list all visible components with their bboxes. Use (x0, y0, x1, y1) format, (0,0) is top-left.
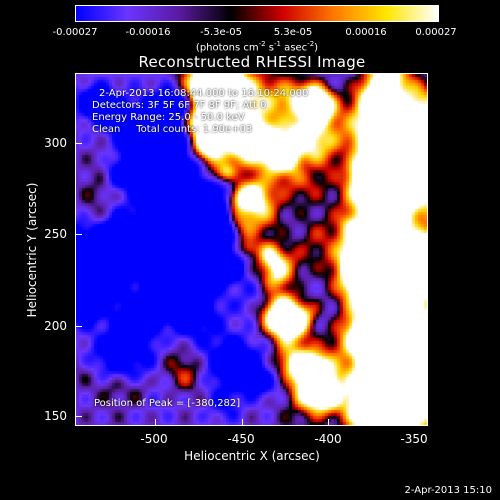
colorbar-tick: 0.00027 (415, 27, 457, 38)
y-axis-label: Heliocentric Y (arcsec) (25, 182, 39, 318)
colorbar-units: (photons cm-2 s-1 asec-2) (195, 40, 319, 54)
y-tick-label: 200 (44, 319, 67, 333)
colorbar-tick: -0.00027 (52, 27, 98, 38)
y-tick-mark (76, 234, 82, 235)
info-detectors: Detectors: 3F 5F 6F 7F 8F 9F; Att 0 (92, 100, 267, 111)
y-tick-mark (76, 326, 82, 327)
y-tick-label: 300 (44, 136, 67, 150)
x-tick-label: -400 (314, 432, 342, 446)
image-plot: 2-Apr-2013 16:08:44.000 to 16:10:24.000 … (75, 73, 428, 426)
x-tick-label: -500 (140, 432, 168, 446)
info-time-range: 2-Apr-2013 16:08:44.000 to 16:10:24.000 (99, 88, 309, 99)
x-tick-label: -350 (400, 432, 428, 446)
x-tick-mark (242, 419, 243, 425)
x-tick-mark (328, 419, 329, 425)
y-tick-mark (76, 416, 82, 417)
colorbar-tick: 5.3e-05 (273, 27, 313, 38)
info-energy-range: Energy Range: 25.0 - 50.0 keV (92, 112, 245, 123)
x-axis-label: Heliocentric X (arcsec) (184, 449, 320, 463)
colorbar-tick: -5.3e-05 (200, 27, 242, 38)
plot-timestamp: 2-Apr-2013 15:10 (404, 485, 492, 496)
info-peak-position: Position of Peak = [-380,282] (94, 398, 241, 409)
y-tick-label: 250 (44, 227, 67, 241)
y-tick-mark (76, 143, 82, 144)
colorbar-tick: 0.00016 (345, 27, 387, 38)
x-tick-mark (155, 419, 156, 425)
colorbar-tick: -0.00016 (125, 27, 171, 38)
y-tick-label: 150 (44, 409, 67, 423)
x-tick-label: -450 (227, 432, 255, 446)
colorbar (75, 5, 439, 22)
info-clean-counts: Clean Total counts: 1.90e+03 (92, 124, 253, 135)
rhessi-heatmap (76, 74, 427, 425)
plot-title: Reconstructed RHESSI Image (138, 53, 366, 71)
x-tick-mark (415, 419, 416, 425)
